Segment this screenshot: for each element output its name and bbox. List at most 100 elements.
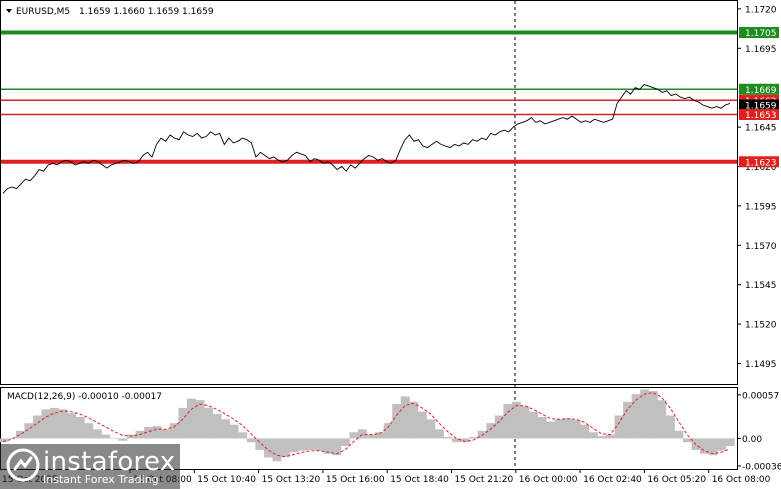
macd-bar	[33, 415, 42, 439]
y-tick-label: 1.1720	[745, 5, 777, 15]
macd-bar	[0, 438, 8, 443]
macd-bar	[537, 417, 547, 439]
x-tick-label: 16 Oct 05:20	[647, 475, 706, 485]
price-panel-frame	[0, 0, 738, 385]
y-tick-label: 1.1620	[745, 163, 777, 173]
level-tag	[739, 108, 779, 120]
macd-bar	[606, 434, 615, 439]
macd-tick-label: 0.00057	[742, 391, 779, 401]
x-tick-label: 16 Oct 02:40	[583, 475, 642, 485]
macd-bar	[477, 430, 487, 439]
macd-bar	[118, 438, 128, 441]
macd-bar	[24, 423, 34, 439]
macd-bar	[511, 401, 521, 439]
macd-bar	[50, 407, 59, 439]
symbol-dropdown-icon[interactable]	[6, 9, 12, 13]
macd-bar	[486, 423, 496, 439]
macd-bar	[563, 418, 573, 439]
macd-bar	[358, 429, 367, 439]
macd-bar	[426, 419, 436, 439]
level-label: 1.1653	[745, 111, 777, 121]
macd-tick-label: 0.00	[742, 435, 762, 445]
y-tick-label: 1.1645	[745, 124, 777, 134]
macd-bar	[383, 423, 393, 439]
macd-bar	[263, 438, 273, 458]
macd-bar	[443, 436, 453, 439]
macd-bar	[409, 401, 419, 439]
level-tag	[739, 83, 779, 95]
macd-bar	[246, 438, 256, 443]
macd-bar	[238, 432, 248, 439]
y-tick-label: 1.1495	[745, 360, 777, 370]
watermark-logo: instaforex Instant Forex Trading	[0, 444, 180, 489]
macd-tick-label: -0.00036	[742, 462, 781, 472]
macd-bar	[349, 432, 359, 439]
macd-bar	[161, 429, 171, 439]
x-tick-label: 15 Oct 13:20	[262, 475, 321, 485]
macd-bar	[340, 438, 350, 446]
macd-bar	[281, 438, 290, 457]
macd-bar	[101, 434, 111, 439]
y-tick-label: 1.1695	[745, 45, 777, 55]
macd-bar	[212, 414, 222, 439]
macd-bar	[332, 438, 342, 456]
macd-bar	[375, 432, 384, 439]
macd-bar	[58, 409, 68, 439]
macd-bar	[725, 438, 735, 446]
macd-bar	[323, 438, 333, 454]
x-tick-label: 16 Oct 08:00	[712, 475, 771, 485]
macd-bar	[229, 424, 239, 439]
y-tick-label: 1.1570	[745, 242, 777, 252]
level-label: 1.1623	[745, 158, 777, 168]
macd-bar	[186, 398, 196, 439]
macd-label: MACD(12,26,9) -0.00010 -0.00017	[7, 392, 162, 402]
price-line	[2, 83, 731, 194]
macd-bar	[546, 421, 556, 439]
macd-bar	[494, 415, 504, 439]
y-tick-label: 1.1520	[745, 321, 777, 331]
macd-bar	[623, 401, 632, 439]
macd-bar	[152, 426, 162, 439]
macd-bar	[144, 427, 154, 439]
watermark-tagline: Instant Forex Trading	[43, 473, 159, 486]
macd-bar	[7, 438, 17, 439]
macd-bar	[503, 404, 513, 439]
level-tag	[739, 27, 779, 39]
macd-bar	[529, 411, 538, 439]
macd-bar	[469, 436, 479, 439]
macd-bar	[700, 438, 709, 454]
macd-bar	[400, 396, 410, 439]
macd-bar	[306, 438, 316, 450]
level-tag	[739, 99, 779, 111]
macd-bar	[520, 406, 530, 439]
macd-bar	[298, 438, 307, 451]
macd-bar	[110, 438, 119, 439]
level-label: 1.1669	[745, 86, 777, 96]
macd-bar	[460, 438, 470, 443]
x-tick-label: 15 Oct 18:40	[390, 475, 449, 485]
price-levels	[1, 30, 737, 164]
x-tick-label: 15 Oct 16:00	[326, 475, 385, 485]
macd-bar	[169, 423, 179, 439]
macd-bar	[648, 391, 658, 439]
macd-bar	[435, 429, 444, 439]
macd-bar	[417, 411, 427, 439]
macd-bar	[708, 438, 718, 456]
macd-bar	[392, 404, 402, 439]
y-tick-label: 1.1595	[745, 202, 777, 212]
macd-bar	[289, 438, 299, 453]
macd-bar	[571, 420, 581, 439]
macd-bar	[221, 419, 230, 439]
macd-axis: 0.00057 0.00 -0.00036	[737, 391, 781, 472]
watermark-name: instaforex	[43, 447, 176, 477]
macd-bar	[41, 409, 51, 439]
x-tick-label: 16 Oct 00:00	[519, 475, 578, 485]
macd-bar	[554, 419, 564, 439]
macd-bar	[717, 438, 727, 451]
macd-bar	[614, 415, 624, 439]
macd-bar	[255, 438, 265, 450]
macd-bar	[204, 407, 213, 439]
symbol-label: EURUSD,M5	[16, 7, 70, 17]
